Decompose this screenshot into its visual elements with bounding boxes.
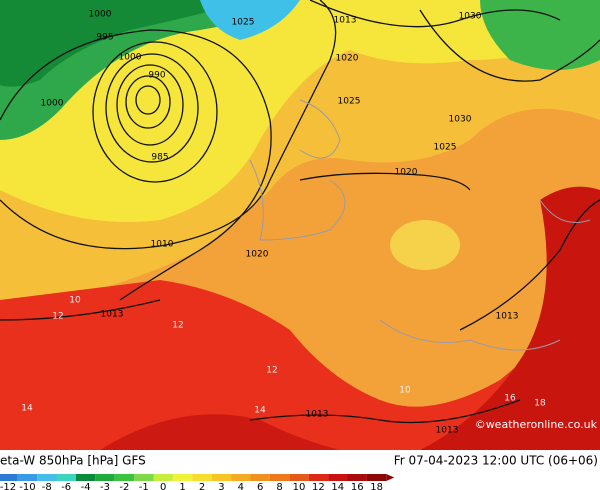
colorbar-segment	[153, 474, 173, 481]
cold-core	[200, 0, 300, 40]
isobars	[0, 0, 600, 424]
colorbar: -12 -10 -8 -6 -4 -3 -2 -1 0 1 2 3 4 6 8 10 12 14 16 18	[0, 474, 395, 490]
isobar-label: 1020	[246, 250, 269, 260]
temperature-label: 14	[21, 404, 33, 414]
yellow-band	[0, 0, 600, 222]
isobar-label: 995	[96, 33, 113, 43]
temperature-label: 10	[399, 386, 411, 396]
warm-spot	[390, 220, 460, 270]
isobar-label: 1013	[496, 312, 519, 322]
coastlines	[249, 99, 591, 351]
isobar-label: 985	[151, 153, 168, 163]
colorbar-label: -12	[0, 482, 16, 490]
colorbar-segment	[328, 474, 348, 481]
colorbar-label: 12	[312, 482, 325, 490]
map-title: eta-W 850hPa [hPa] GFS	[0, 454, 146, 468]
isobar-label: 1000	[41, 99, 64, 109]
colorbar-label: -2	[119, 482, 129, 490]
isobar-label: 1025	[232, 18, 255, 28]
colorbar-segment	[56, 474, 76, 481]
colorbar-segment	[347, 474, 367, 481]
temperature-label: 12	[266, 366, 277, 376]
colorbar-label: -4	[81, 482, 91, 490]
temperature-label: 16	[504, 394, 516, 404]
colorbar-label: 16	[351, 482, 364, 490]
colorbar-label: 10	[293, 482, 306, 490]
colorbar-label: -8	[42, 482, 52, 490]
colorbar-label: 6	[257, 482, 263, 490]
colorbar-segment	[289, 474, 309, 481]
credit: ©weatheronline.co.uk	[475, 418, 598, 431]
colorbar-label: -1	[139, 482, 149, 490]
isobar-label: 1013	[101, 310, 124, 320]
red-region	[0, 280, 600, 450]
green-region-east	[480, 0, 600, 70]
colorbar-label: 14	[331, 482, 344, 490]
footer-background	[0, 450, 600, 490]
colorbar-label: 2	[199, 482, 205, 490]
colorbar-label: 0	[160, 482, 166, 490]
colorbar-segment	[231, 474, 251, 481]
colorbar-segment	[211, 474, 232, 481]
colorbar-segment	[17, 474, 38, 481]
colorbar-segment	[95, 474, 115, 481]
colorbar-label: -3	[100, 482, 110, 490]
colorbar-segment	[134, 474, 154, 481]
isobar-label: 1010	[151, 240, 174, 250]
isobar-label: 1013	[334, 16, 357, 26]
temperature-label: 12	[172, 321, 183, 331]
colorbar-label: 3	[218, 482, 224, 490]
colorbar-segment	[192, 474, 212, 481]
isobar-label: 1030	[449, 115, 472, 125]
valid-time: Fr 07-04-2023 12:00 UTC (06+06)	[394, 454, 598, 468]
isobar-label: 1025	[434, 143, 457, 153]
colorbar-label: -10	[19, 482, 35, 490]
colorbar-segment	[308, 474, 329, 481]
colorbar-label: 1	[179, 482, 185, 490]
isobar-label: 1025	[338, 97, 361, 107]
isobar-label: 1000	[89, 10, 112, 20]
colorbar-label: 4	[238, 482, 244, 490]
colorbar-segment	[75, 474, 96, 481]
dark-red-region	[420, 186, 600, 450]
temperature-label: 18	[534, 399, 546, 409]
dark-green-region	[0, 0, 250, 87]
colorbar-label: -6	[61, 482, 71, 490]
colorbar-segment	[366, 474, 387, 481]
temperature-label: 12	[52, 312, 63, 322]
isobar-label: 1020	[336, 54, 359, 64]
colorbar-label: 8	[276, 482, 282, 490]
temperature-label: 14	[254, 406, 266, 416]
colorbar-segment	[37, 474, 57, 481]
colorbar-segment	[0, 474, 18, 481]
isobar-label: 1013	[436, 426, 459, 436]
isobar-label: 1020	[395, 168, 418, 178]
colorbar-label: 18	[370, 482, 383, 490]
colorbar-segment	[172, 474, 193, 481]
colorbar-segment	[250, 474, 270, 481]
isobar-label: 1013	[306, 410, 329, 420]
colorbar-segment	[114, 474, 135, 481]
isobar-label: 990	[148, 71, 165, 81]
isobar-label: 1000	[119, 53, 142, 63]
dark-red-south	[100, 414, 340, 450]
temperature-label: 10	[69, 296, 81, 306]
isobar-label: 1030	[459, 12, 482, 22]
colorbar-arrow	[386, 474, 395, 481]
colorbar-segment	[269, 474, 290, 481]
